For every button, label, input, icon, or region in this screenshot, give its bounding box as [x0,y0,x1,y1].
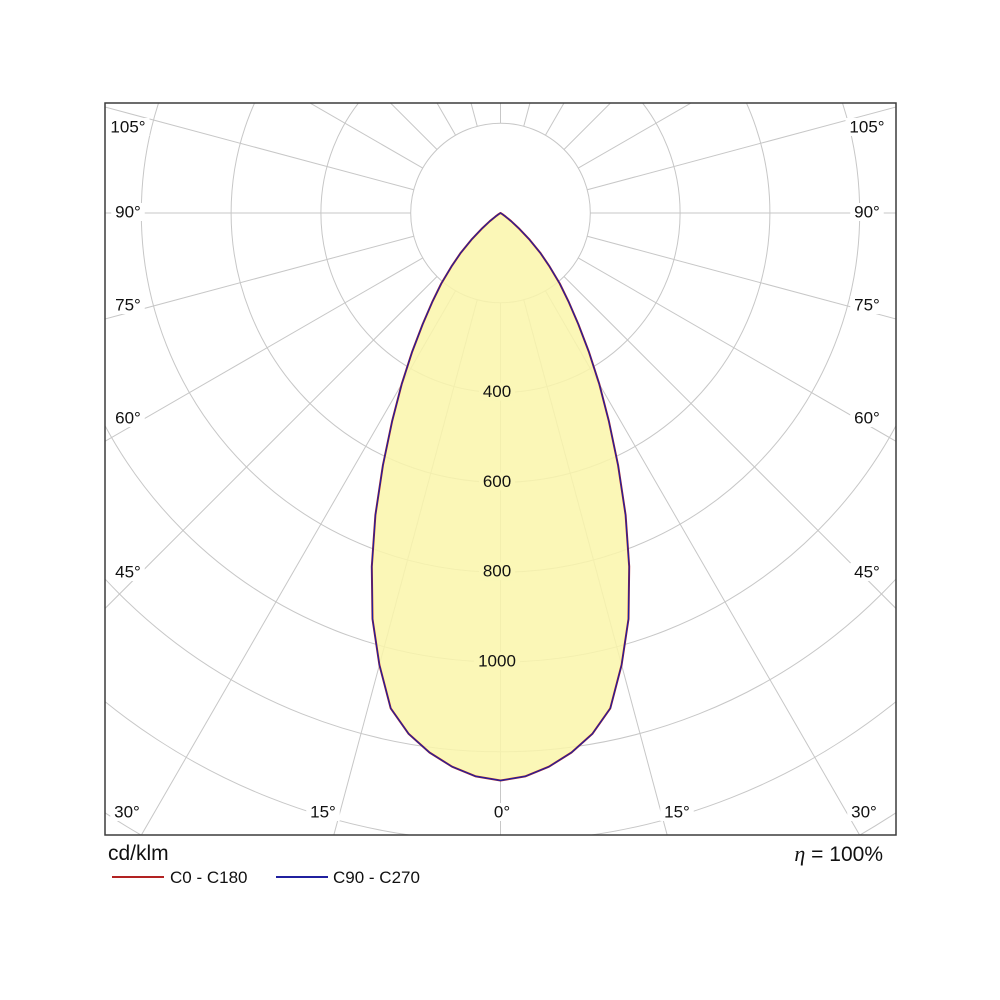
angle-label: 0° [494,803,510,822]
ring-label-bg [479,562,515,581]
angle-label-bg [111,563,145,581]
curve-c90-c270 [371,212,630,782]
angle-label-bg [660,803,694,821]
angle-label-bg [490,803,514,821]
angle-ray [105,235,414,320]
angle-ray [389,103,438,150]
ring-label: 400 [483,382,511,401]
angle-ray [105,106,414,191]
angle-label: 30° [851,803,877,822]
ring-label: 800 [483,562,511,581]
ring-label: 1000 [478,652,516,671]
angle-label: 15° [664,803,690,822]
angle-ray [140,290,457,835]
angle-label-bg [111,296,145,314]
angle-label: 15° [310,803,336,822]
angle-ray [544,103,565,136]
legend-label-c0-c180: C0 - C180 [170,868,248,887]
angle-label: 105° [849,118,884,137]
angle-ray [105,276,438,610]
angle-label: 105° [110,118,145,137]
angle-label-bg [110,803,144,821]
angle-label-bg [850,296,884,314]
angle-label-bg [850,203,884,221]
angle-ray [523,103,531,127]
ring-label: 600 [483,472,511,491]
ring-label-bg [474,652,520,670]
ring-labels: 400 600 800 1000 [474,382,520,671]
angle-label: 60° [115,409,141,428]
angle-ray [587,106,896,191]
angle-ray [563,276,896,610]
angle-labels: 105° 90° 75° 60° 45° 105° 90° 75° 60° 45° 30° 15° 0°… [106,118,889,822]
ring-label-bg [479,382,515,401]
angle-ray [308,103,423,169]
angle-label-bg [845,118,889,136]
legend-line-c90-c270 [276,876,328,878]
angle-ray [105,257,423,442]
angle-ray [587,235,896,320]
plot-frame [104,102,897,836]
unit-label: cd/klm [108,842,169,865]
eta-value: = 100% [805,843,883,866]
angle-label: 90° [115,203,141,222]
angle-ray [563,103,612,150]
angle-label: 45° [115,563,141,582]
legend-label-c90-c270: C90 - C270 [333,868,420,887]
curve-c0-c180 [370,212,631,782]
angle-ray [470,103,478,127]
angle-ray [578,103,693,169]
angle-label: 60° [854,409,880,428]
angle-ray [544,290,861,835]
angle-label-bg [111,203,145,221]
angle-label-bg [111,409,145,427]
beam-distribution [370,212,631,782]
ring-label-bg [479,472,515,491]
legend-line-c0-c180 [112,876,164,878]
angle-ray [578,257,896,442]
angle-label: 45° [854,563,880,582]
angle-label-bg [106,118,150,136]
angle-label-bg [847,803,881,821]
angle-label-bg [306,803,340,821]
angle-label: 75° [115,296,141,315]
angle-label: 30° [114,803,140,822]
angle-label-bg [850,409,884,427]
efficiency-label: η = 100% [600,841,883,867]
angle-ray [436,103,457,136]
eta-symbol: η [794,841,806,866]
angle-label-bg [850,563,884,581]
angle-label: 90° [854,203,880,222]
angle-label: 75° [854,296,880,315]
